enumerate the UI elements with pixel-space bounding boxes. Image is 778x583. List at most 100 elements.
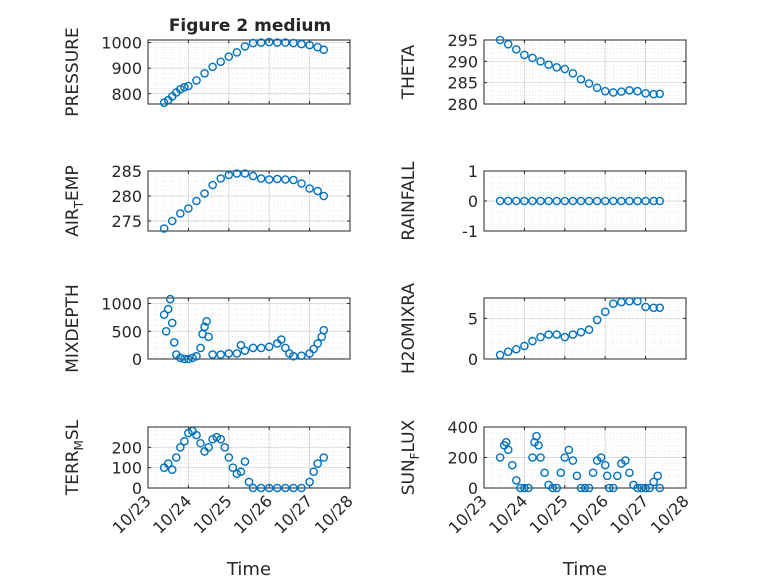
data-point (196, 438, 205, 448)
data-point (264, 483, 274, 493)
data-point (633, 196, 642, 206)
data-point (608, 299, 618, 308)
data-point (568, 68, 578, 78)
data-point (512, 476, 521, 485)
figure-title: Figure 2 medium (169, 16, 331, 36)
subplot-mixdepth: 0 500 1000 MIXDEPTH (63, 284, 351, 373)
data-point (232, 469, 242, 479)
data-point (256, 483, 266, 493)
data-point (216, 57, 226, 67)
data-point (560, 64, 570, 74)
data-point (608, 88, 618, 97)
data-point (592, 83, 602, 93)
data-point (536, 57, 545, 66)
data-point (600, 86, 610, 96)
data-point (560, 453, 570, 462)
subplot-h2omixra: 0 5 H2OMIXRA (399, 283, 687, 374)
data-point (617, 196, 626, 206)
data-point (503, 196, 513, 206)
data-point (180, 436, 189, 446)
data-point (216, 434, 226, 444)
data-point (289, 483, 298, 493)
data-point (564, 445, 574, 455)
plot-area (484, 40, 686, 104)
y-tick-label: 0 (468, 479, 478, 498)
data-point (568, 196, 578, 206)
data-point (552, 63, 562, 72)
data-point (503, 445, 513, 455)
data-point (224, 170, 234, 180)
y-tick-label: 280 (111, 187, 142, 206)
subplot-theta: 280 285 290 295 THETA (399, 31, 687, 114)
y-tick-label: 1000 (101, 295, 142, 314)
axes-box (483, 297, 687, 360)
data-point (216, 350, 226, 359)
data-point (236, 467, 246, 477)
data-point (655, 303, 665, 313)
data-point (272, 38, 282, 47)
data-point (649, 477, 658, 487)
data-point (309, 344, 318, 354)
data-point (633, 86, 642, 96)
data-point (281, 483, 290, 493)
data-point (319, 325, 329, 335)
axes-box (147, 297, 351, 360)
data-point (176, 353, 185, 363)
data-point (313, 459, 322, 468)
data-point (584, 325, 594, 335)
data-point (220, 443, 230, 452)
data-point (232, 47, 242, 57)
data-point (556, 468, 566, 478)
data-point (633, 296, 642, 306)
data-point (608, 196, 618, 206)
y-tick-label: 275 (111, 212, 142, 231)
data-point (305, 184, 314, 193)
data-point (560, 332, 570, 342)
data-point (512, 344, 521, 354)
data-point (208, 434, 217, 444)
data-point (319, 453, 329, 462)
y-axis-label: THETA (399, 44, 419, 100)
data-point (184, 354, 193, 364)
data-point (625, 196, 634, 206)
data-point (552, 483, 562, 493)
data-point (192, 76, 201, 85)
data-point (528, 53, 537, 63)
x-axis-label: Time (562, 559, 607, 580)
data-point (313, 339, 322, 348)
data-point (208, 350, 217, 359)
data-point (596, 453, 606, 462)
y-axis-label: PRESSURE (63, 27, 83, 116)
data-point (216, 174, 226, 183)
data-point (248, 171, 258, 181)
data-point (319, 191, 329, 201)
data-point (224, 349, 234, 358)
data-point (495, 453, 505, 462)
data-point (495, 35, 505, 45)
data-point (495, 350, 505, 360)
data-point (613, 471, 622, 481)
data-point (548, 483, 557, 493)
data-point (507, 460, 517, 470)
data-point (633, 483, 642, 493)
y-tick-label: 800 (111, 85, 142, 104)
data-point (224, 52, 234, 61)
data-point (297, 351, 306, 360)
y-tick-label: 200 (111, 438, 142, 457)
data-point (200, 68, 209, 78)
subplot-rainfall: -1 0 1 RAINFALL (399, 161, 687, 241)
data-point (544, 196, 553, 206)
data-point (592, 315, 602, 325)
y-tick-label: 295 (447, 31, 478, 50)
data-point (202, 316, 211, 326)
data-point (319, 45, 329, 55)
data-point (649, 196, 658, 206)
y-tick-label: 900 (111, 59, 142, 78)
y-axis-label: RAINFALL (399, 161, 419, 241)
data-point (653, 471, 663, 481)
data-point (248, 38, 258, 48)
data-point (572, 471, 582, 481)
data-point (641, 302, 650, 312)
data-point (520, 196, 529, 206)
data-point (584, 196, 594, 206)
